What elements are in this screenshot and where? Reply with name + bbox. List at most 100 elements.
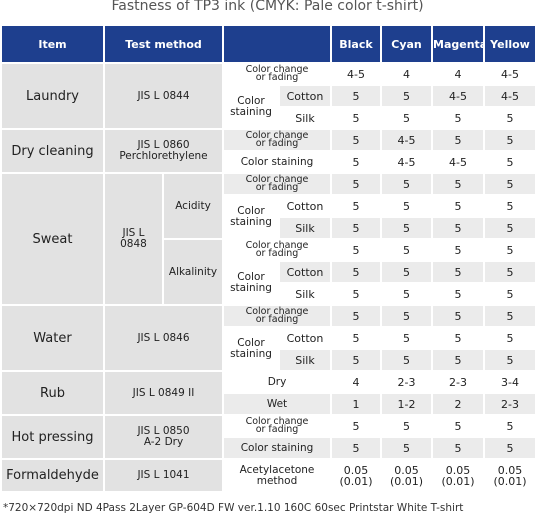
header-cell: Item xyxy=(0,24,105,64)
test-method: JIS L 0849 II xyxy=(103,370,224,416)
table-row: Color staining 5 4-5 4-5 5 xyxy=(1,150,535,174)
value-cell: 5 xyxy=(330,282,382,306)
table-row: Formaldehyde JIS L 1041 Acetylacetone meth… xyxy=(0,458,535,493)
table-row: Silk 5 5 5 5 xyxy=(1,106,535,130)
fastness-table: Item Test method Black Cyan Magenta Yell… xyxy=(0,24,535,493)
value-cell: 5 xyxy=(380,436,433,460)
value-cell: 3-4 xyxy=(483,370,535,394)
condition: Color staining xyxy=(222,436,332,460)
table-row: Silk 5 5 5 5 xyxy=(1,282,535,306)
condition-group: Acidity xyxy=(162,172,224,240)
condition: Color change or fading xyxy=(222,128,332,152)
item: Formaldehyde xyxy=(0,458,105,493)
condition: Color staining xyxy=(222,194,280,240)
condition: Color change or fading xyxy=(222,62,332,86)
value-cell: 0.05 (0.01) xyxy=(330,458,382,493)
title: Fastness of TP3 ink (CMYK: Pale color t-… xyxy=(111,0,424,14)
value-cell: 5 xyxy=(431,128,485,152)
condition: Color staining xyxy=(222,84,280,130)
table-row: Water JIS L 0846 Color change or fading 5 5 5… xyxy=(0,304,535,372)
value-cell: 4 xyxy=(431,62,485,86)
fabric: Silk xyxy=(278,282,332,306)
value-cell: 4-5 xyxy=(431,150,485,174)
value-cell: 5 xyxy=(330,414,382,438)
value-cell: 4-5 xyxy=(431,84,485,108)
value-cell: 5 xyxy=(380,260,433,284)
fabric: Silk xyxy=(278,216,332,240)
table-row: Silk 5 5 5 5 xyxy=(1,216,535,240)
table-row: Laundry JIS L 0844 Color change or fading 4… xyxy=(0,62,535,130)
value-cell: 5 xyxy=(431,348,485,372)
condition: Color staining xyxy=(222,326,280,372)
value-cell: 4 xyxy=(380,62,433,86)
fabric: Silk xyxy=(278,106,332,130)
value-cell: 5 xyxy=(483,282,535,306)
value-cell: 4-5 xyxy=(380,128,433,152)
value-cell: 5 xyxy=(380,304,433,328)
condition: Color change or fading xyxy=(222,172,332,196)
value-cell: 5 xyxy=(330,150,382,174)
value-cell: 5 xyxy=(330,128,382,152)
value-cell: 5 xyxy=(431,326,485,350)
value-cell: 4 xyxy=(330,370,382,394)
table-row: Sweat JIS L 0848 Acidity Color change or fa… xyxy=(0,172,535,306)
condition: Acetylacetone method xyxy=(222,458,332,493)
header-cell: Magenta xyxy=(431,24,485,64)
table-row: Color staining Cotton 5 5 4-5 4-5 xyxy=(1,84,535,130)
item: Dry cleaning xyxy=(0,128,105,174)
value-cell: 5 xyxy=(483,150,535,174)
value-cell: 5 xyxy=(330,436,382,460)
value-cell: 0.05 (0.01) xyxy=(483,458,535,493)
value-cell: 1 xyxy=(330,392,382,416)
value-cell: 5 xyxy=(330,194,382,218)
value-cell: 5 xyxy=(380,282,433,306)
value-cell: 2-3 xyxy=(483,392,535,416)
table-row: Color staining Cotton 5 5 5 5 xyxy=(1,260,535,306)
condition-group: Alkalinity xyxy=(162,238,224,306)
test-method: JIS L 0850 A-2 Dry xyxy=(103,414,224,460)
test-method: JIS L 0848 xyxy=(103,172,164,306)
value-cell: 5 xyxy=(483,260,535,284)
table-row: Wet 1 1-2 2 2-3 xyxy=(1,392,535,416)
value-cell: 5 xyxy=(330,260,382,284)
value-cell: 0.05 (0.01) xyxy=(380,458,433,493)
table-row: Color staining 5 5 5 5 xyxy=(1,436,535,460)
test-method: JIS L 0846 xyxy=(103,304,224,372)
fabric: Silk xyxy=(278,348,332,372)
value-cell: 5 xyxy=(431,172,485,196)
table-row: Color staining Cotton 5 5 5 5 xyxy=(1,194,535,240)
test-method: JIS L 0860 Perchlorethylene xyxy=(103,128,224,174)
value-cell: 4-5 xyxy=(483,62,535,86)
value-cell: 5 xyxy=(431,238,485,262)
value-cell: 5 xyxy=(483,106,535,130)
value-cell: 5 xyxy=(431,260,485,284)
value-cell: 5 xyxy=(380,194,433,218)
value-cell: 5 xyxy=(380,84,433,108)
fabric: Cotton xyxy=(278,326,332,350)
value-cell: 5 xyxy=(330,172,382,196)
item: Hot pressing xyxy=(0,414,105,460)
value-cell: 5 xyxy=(483,128,535,152)
header-cell: Yellow xyxy=(483,24,535,64)
footnote: *720×720dpi ND 4Pass 2Layer GP-604D FW v… xyxy=(3,502,464,514)
value-cell: 5 xyxy=(483,216,535,240)
value-cell: 5 xyxy=(380,216,433,240)
value-cell: 5 xyxy=(483,348,535,372)
fabric: Cotton xyxy=(278,194,332,218)
value-cell: 5 xyxy=(330,304,382,328)
value-cell: 5 xyxy=(483,414,535,438)
value-cell: 0.05 (0.01) xyxy=(431,458,485,493)
condition: Color staining xyxy=(222,150,332,174)
value-cell: 5 xyxy=(380,172,433,196)
table-row: Dry cleaning JIS L 0860 Perchlorethylene C… xyxy=(0,128,535,174)
value-cell: 4-5 xyxy=(483,84,535,108)
condition: Wet xyxy=(222,392,332,416)
header-row: Item Test method Black Cyan Magenta Yell… xyxy=(0,24,535,64)
table-row: Silk 5 5 5 5 xyxy=(1,348,535,372)
condition: Color staining xyxy=(222,260,280,306)
value-cell: 5 xyxy=(431,282,485,306)
value-cell: 5 xyxy=(330,326,382,350)
test-method: JIS L 1041 xyxy=(103,458,224,493)
value-cell: 4-5 xyxy=(330,62,382,86)
condition: Dry xyxy=(222,370,332,394)
